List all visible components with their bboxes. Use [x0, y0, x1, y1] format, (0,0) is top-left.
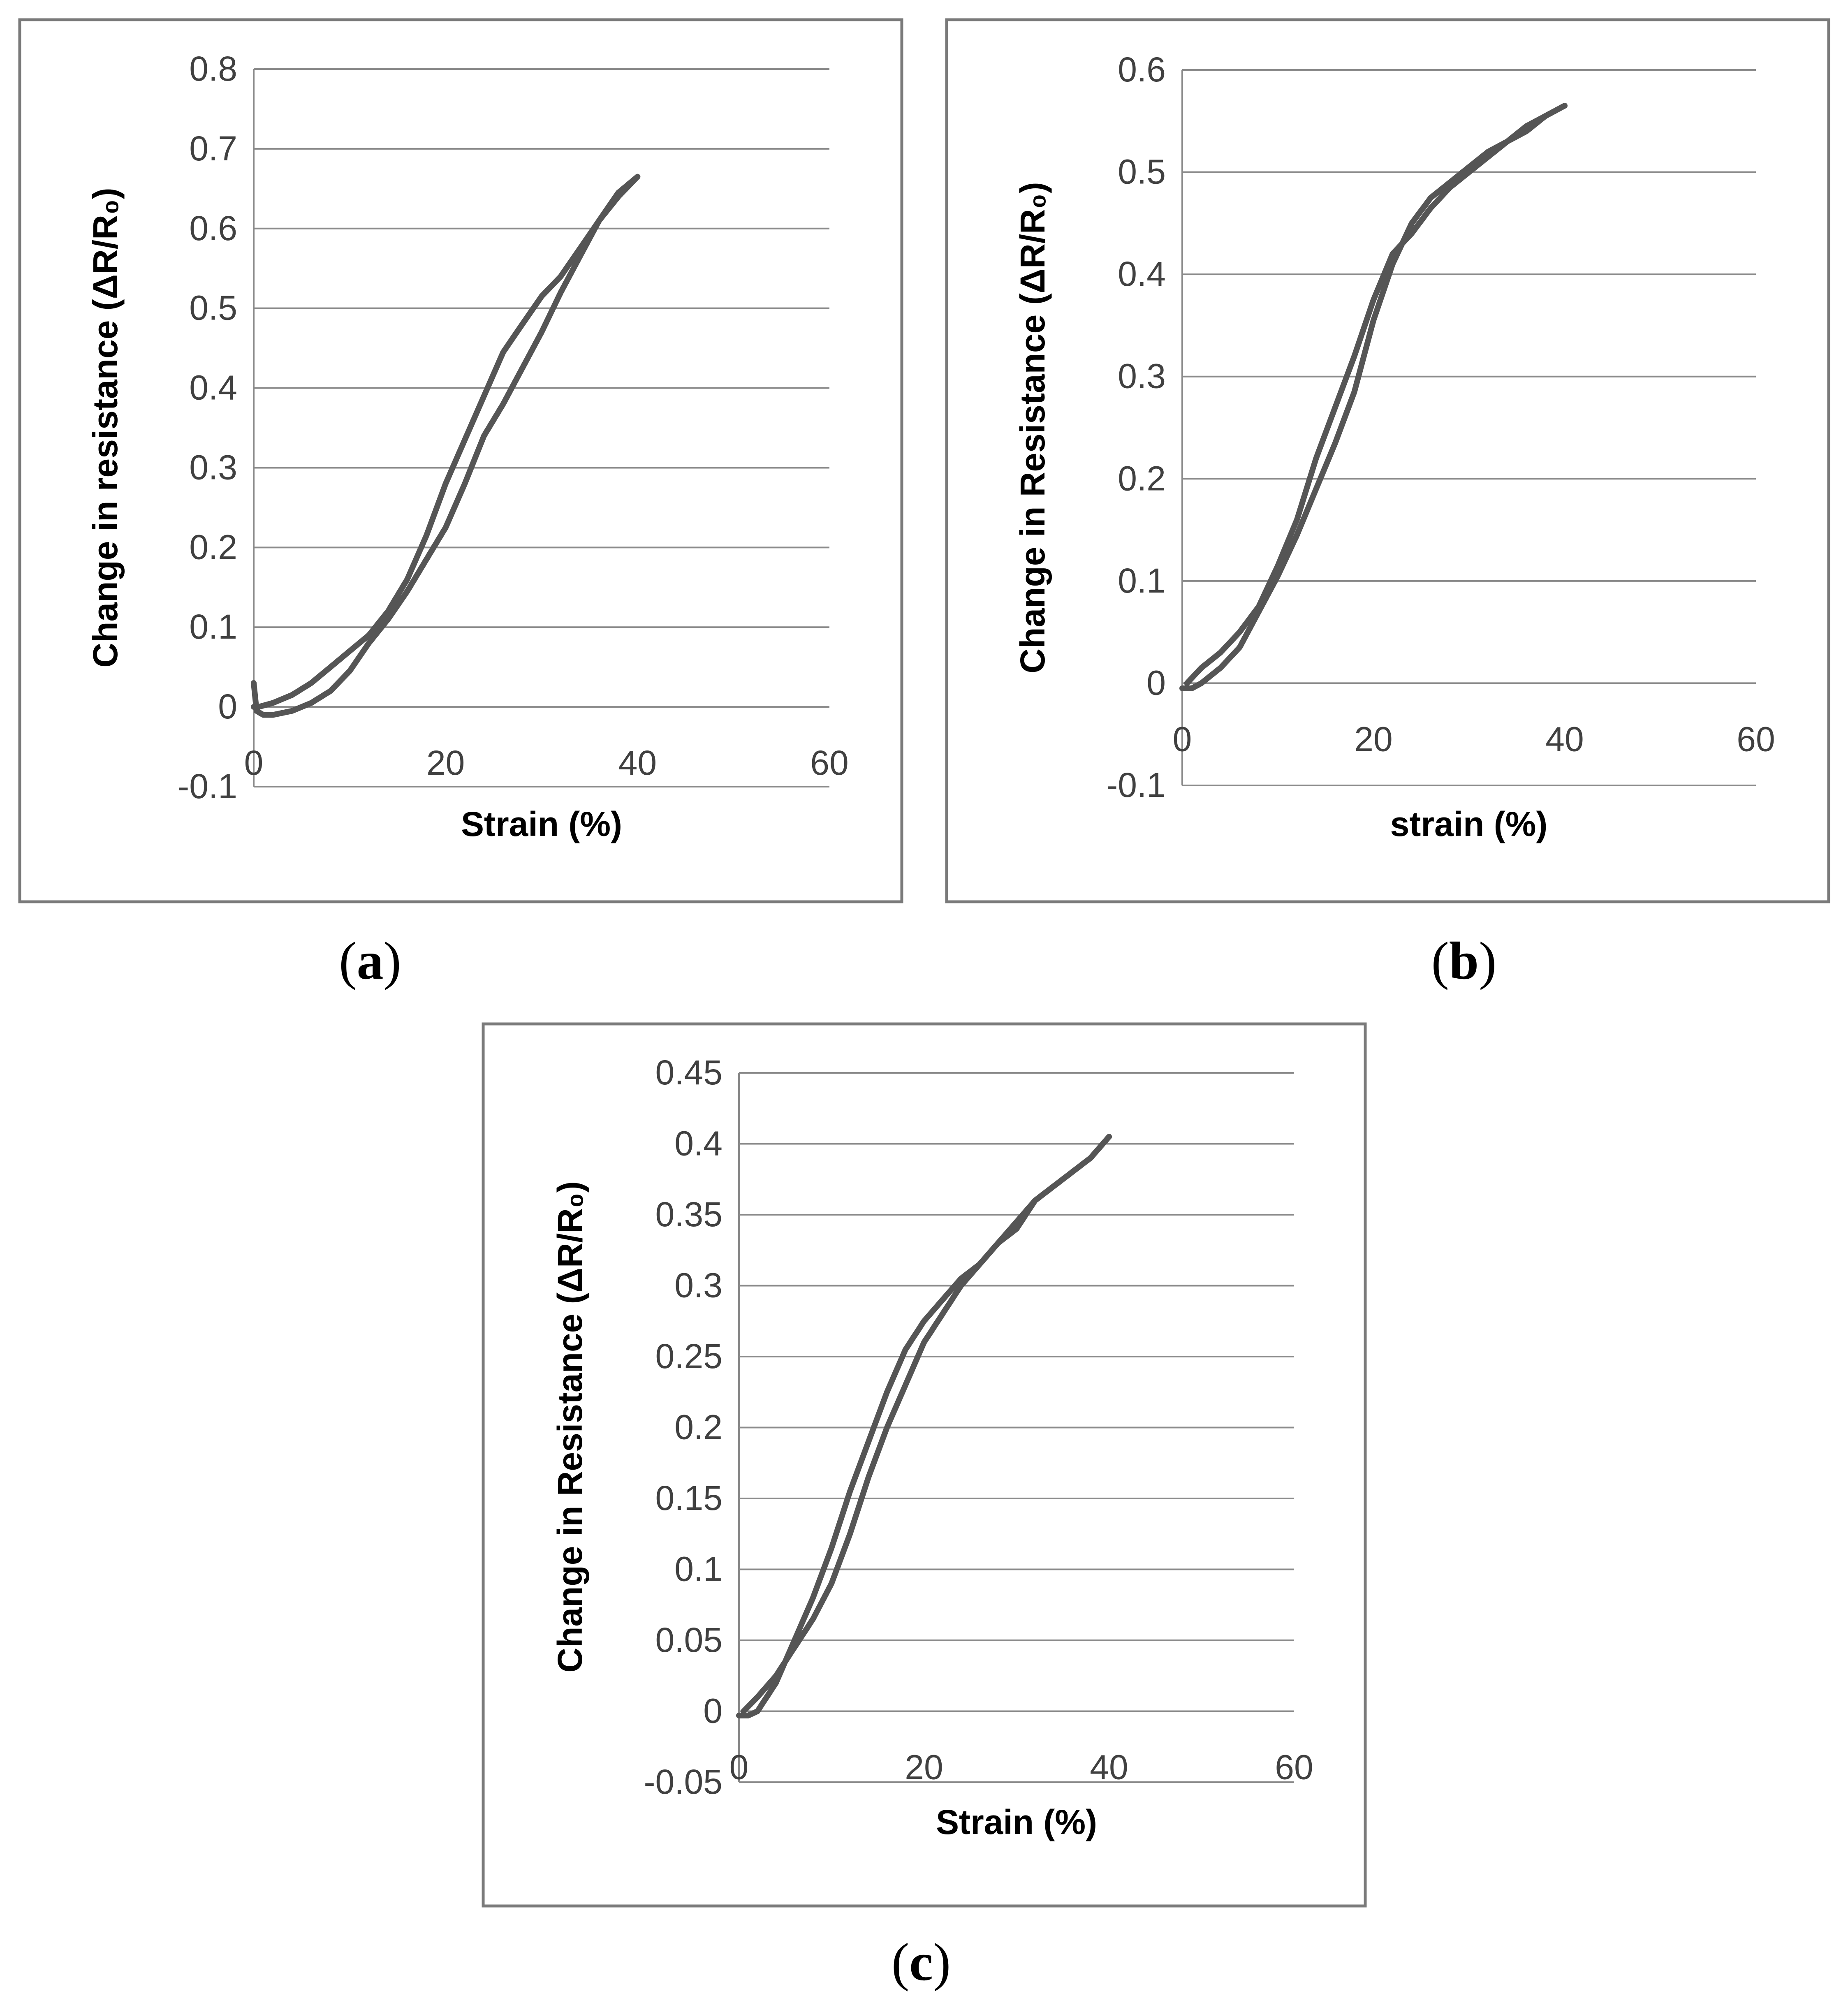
y-tick-label-c-8: 0.35 — [655, 1195, 723, 1234]
y-tick-label-c-5: 0.2 — [674, 1408, 723, 1447]
y-tick-label-a-9: 0.8 — [189, 49, 237, 88]
chart-frame-a — [18, 18, 903, 903]
y-tick-label-b-3: 0.2 — [1118, 459, 1166, 498]
y-tick-label-c-3: 0.1 — [674, 1550, 723, 1589]
y-tick-label-a-2: 0.1 — [189, 607, 237, 646]
series-line-b-unloading — [1184, 103, 1568, 686]
x-tick-label-b-2: 40 — [1545, 720, 1584, 758]
y-tick-label-a-6: 0.5 — [189, 289, 237, 327]
panel-label-b-letter: b — [1449, 931, 1479, 991]
y-tick-label-c-4: 0.15 — [655, 1479, 723, 1517]
y-tick-label-c-0: -0.05 — [644, 1762, 723, 1801]
series-line-a-loading — [251, 174, 641, 718]
y-tick-label-b-2: 0.1 — [1118, 561, 1166, 600]
panel-label-a-letter: a — [357, 931, 384, 991]
y-tick-label-c-7: 0.3 — [674, 1266, 723, 1305]
x-axis-title-b: strain (%) — [1390, 805, 1548, 843]
y-tick-label-b-5: 0.4 — [1118, 255, 1166, 293]
y-tick-label-a-4: 0.3 — [189, 448, 237, 486]
x-tick-label-c-0: 0 — [729, 1748, 749, 1787]
panel-label-a: (a) — [339, 931, 401, 991]
y-tick-label-c-10: 0.45 — [655, 1053, 723, 1092]
y-tick-label-a-0: -0.1 — [178, 767, 237, 806]
x-tick-label-b-3: 60 — [1737, 720, 1775, 758]
x-tick-label-c-3: 60 — [1275, 1748, 1313, 1787]
x-axis-title-a: Strain (%) — [461, 805, 622, 843]
y-tick-label-b-4: 0.3 — [1118, 357, 1166, 396]
x-tick-label-b-1: 20 — [1354, 720, 1392, 758]
y-tick-label-b-6: 0.5 — [1118, 153, 1166, 191]
x-tick-label-a-1: 20 — [426, 743, 465, 782]
series-line-c-unloading — [741, 1134, 1112, 1714]
chart-frame-c — [482, 1022, 1367, 1908]
plot-area-b: -0.100.10.20.30.40.50.60 20 40 60 — [1106, 50, 1775, 804]
x-tick-label-a-2: 40 — [618, 743, 657, 782]
panel-label-c: (c) — [892, 1933, 951, 1992]
y-tick-label-b-0: -0.1 — [1106, 766, 1166, 804]
series-line-a-unloading — [251, 174, 641, 710]
y-axis-title-b: Change in Resistance (ΔR/R₀) — [1013, 182, 1052, 673]
panel-a: -0.100.10.20.30.40.50.60.70.80 20 40 60 Str… — [18, 18, 903, 991]
y-tick-label-b-1: 0 — [1146, 663, 1166, 702]
x-tick-label-a-3: 60 — [810, 743, 848, 782]
y-tick-label-a-7: 0.6 — [189, 209, 237, 248]
y-axis-title-a: Change in resistance (ΔR/R₀) — [86, 188, 125, 667]
x-axis-title-c: Strain (%) — [936, 1803, 1097, 1841]
y-tick-label-a-1: 0 — [218, 687, 237, 726]
x-tick-label-c-1: 20 — [905, 1748, 943, 1787]
y-tick-label-c-2: 0.05 — [655, 1621, 723, 1659]
x-tick-label-b-0: 0 — [1173, 720, 1192, 758]
panel-b: -0.100.10.20.30.40.50.60 20 40 60 strain (%… — [945, 18, 1830, 991]
y-tick-label-c-1: 0 — [703, 1692, 723, 1730]
panel-label-c-letter: c — [909, 1933, 933, 1992]
y-tick-label-a-8: 0.7 — [189, 129, 237, 168]
y-tick-label-c-6: 0.25 — [655, 1337, 723, 1376]
plot-area-a: -0.100.10.20.30.40.50.60.70.80 20 40 60 — [178, 49, 848, 806]
y-tick-label-b-7: 0.6 — [1118, 50, 1166, 89]
y-axis-title-c: Change in Resistance (ΔR/R₀) — [551, 1181, 589, 1672]
panel-label-b: (b) — [1431, 931, 1497, 991]
chart-frame-b — [945, 18, 1830, 903]
x-tick-label-c-2: 40 — [1090, 1748, 1128, 1787]
y-tick-label-a-3: 0.2 — [189, 528, 237, 566]
y-tick-label-c-9: 0.4 — [674, 1124, 723, 1163]
x-tick-label-a-0: 0 — [244, 743, 264, 782]
y-tick-label-a-5: 0.4 — [189, 368, 237, 407]
